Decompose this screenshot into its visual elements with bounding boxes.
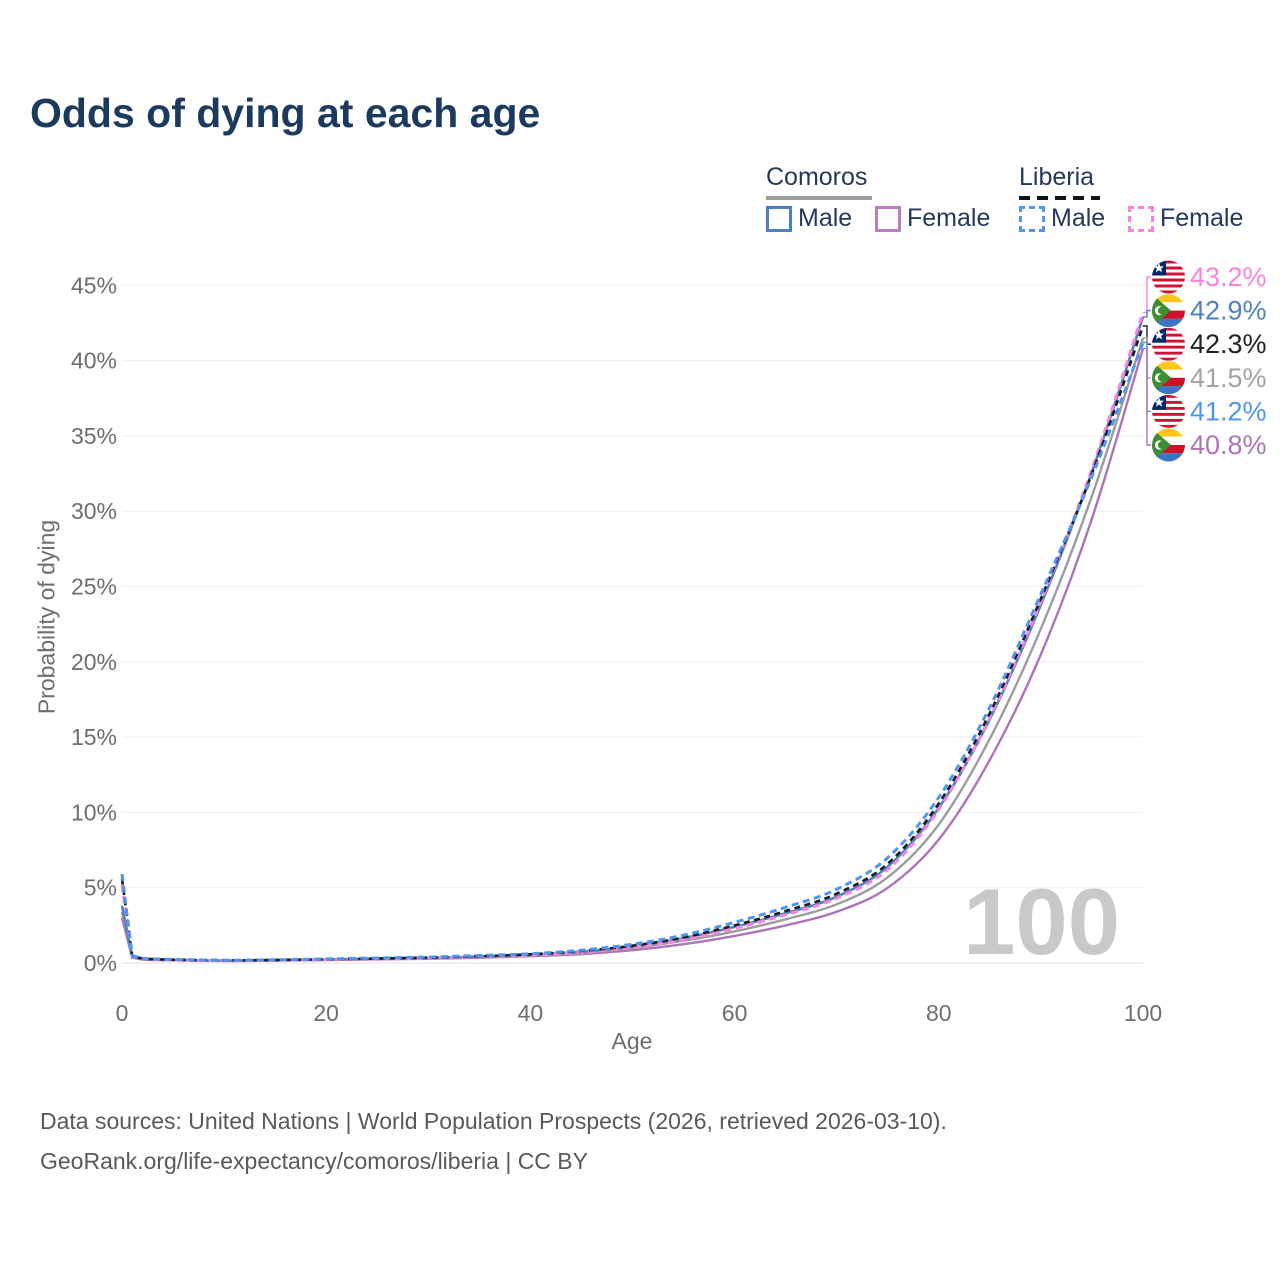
y-axis-tick-labels: 0% 5% 10% 15% 20% 25% 30% 35% 40% 45% bbox=[71, 272, 117, 976]
y-tick-label: 15% bbox=[71, 724, 117, 750]
label-connector bbox=[1143, 309, 1151, 318]
x-axis-title: Age bbox=[611, 1028, 653, 1054]
curve-liberia-both[interactable] bbox=[120, 325, 1145, 962]
legend-comoros-line-style-sample bbox=[766, 196, 872, 200]
footer-attribution: GeoRank.org/life-expectancy/comoros/libe… bbox=[40, 1148, 588, 1174]
age-watermark: 100 bbox=[963, 869, 1120, 974]
y-tick-label: 45% bbox=[71, 272, 117, 298]
y-tick-label: 30% bbox=[71, 498, 117, 524]
liberia-female-swatch-icon bbox=[1128, 205, 1154, 232]
comoros-flag-icon bbox=[1152, 294, 1185, 328]
gridlines bbox=[122, 284, 1143, 964]
y-tick-label: 10% bbox=[71, 799, 117, 825]
mortality-curves bbox=[120, 311, 1145, 963]
x-tick-label: 100 bbox=[1124, 1000, 1162, 1026]
label-connector bbox=[1143, 325, 1151, 345]
legend-group-title-comoros: Comoros bbox=[766, 163, 868, 191]
legend-item-label: Male bbox=[1051, 204, 1106, 232]
legend-item-label: Female bbox=[907, 204, 991, 232]
liberia-flag-icon bbox=[1152, 327, 1185, 361]
legend-group-title-liberia: Liberia bbox=[1019, 163, 1095, 191]
x-tick-label: 80 bbox=[926, 1000, 952, 1026]
y-tick-label: 25% bbox=[71, 574, 117, 600]
page-title: Odds of dying at each age bbox=[30, 90, 541, 136]
footer-data-sources: Data sources: United Nations | World Pop… bbox=[40, 1108, 947, 1134]
liberia-flag-icon bbox=[1152, 394, 1185, 428]
x-axis-tick-labels: 0 20 40 60 80 100 bbox=[116, 1000, 1163, 1026]
end-value-label: 41.2% bbox=[1190, 396, 1267, 426]
x-tick-label: 60 bbox=[722, 1000, 748, 1026]
comoros-male-swatch-icon bbox=[766, 205, 792, 232]
curve-comoros-both[interactable] bbox=[120, 337, 1145, 962]
y-tick-label: 40% bbox=[71, 348, 117, 374]
end-value-label: 43.2% bbox=[1190, 262, 1267, 292]
curve-comoros-male[interactable] bbox=[120, 316, 1145, 962]
label-connector bbox=[1143, 276, 1151, 314]
curve-liberia-male[interactable] bbox=[120, 341, 1145, 962]
legend-item-liberia-male[interactable]: Male bbox=[1019, 204, 1105, 233]
x-tick-label: 40 bbox=[518, 1000, 544, 1026]
y-tick-label: 5% bbox=[84, 875, 117, 901]
liberia-male-swatch-icon bbox=[1019, 205, 1045, 232]
comoros-female-swatch-icon bbox=[875, 205, 901, 232]
y-tick-label: 35% bbox=[71, 423, 117, 449]
legend-item-comoros-male[interactable]: Male bbox=[766, 204, 852, 233]
end-value-label: 42.3% bbox=[1190, 329, 1267, 359]
x-tick-label: 0 bbox=[116, 1000, 129, 1026]
legend-liberia-line-style-sample bbox=[1019, 196, 1100, 200]
x-tick-label: 20 bbox=[313, 1000, 339, 1026]
liberia-flag-icon bbox=[1152, 260, 1185, 294]
end-value-label: 41.5% bbox=[1190, 363, 1267, 393]
curve-liberia-female[interactable] bbox=[120, 311, 1145, 963]
curve-comoros-female[interactable] bbox=[120, 348, 1145, 963]
legend-item-label: Male bbox=[798, 204, 853, 232]
legend-item-comoros-female[interactable]: Female bbox=[875, 204, 990, 233]
y-axis-title: Probability of dying bbox=[33, 519, 60, 715]
y-tick-label: 0% bbox=[84, 950, 117, 976]
end-value-label: 42.9% bbox=[1190, 296, 1267, 326]
comoros-flag-icon bbox=[1152, 361, 1185, 395]
label-connector bbox=[1143, 347, 1151, 446]
comoros-flag-icon bbox=[1152, 428, 1185, 462]
end-value-labels: 43.2% 42.9%42.3% 41.5%41.2% 40.8% bbox=[1143, 260, 1267, 462]
y-tick-label: 20% bbox=[71, 649, 117, 675]
legend-item-liberia-female[interactable]: Female bbox=[1128, 204, 1243, 233]
legend-item-label: Female bbox=[1160, 204, 1244, 232]
end-value-label: 40.8% bbox=[1190, 430, 1267, 460]
